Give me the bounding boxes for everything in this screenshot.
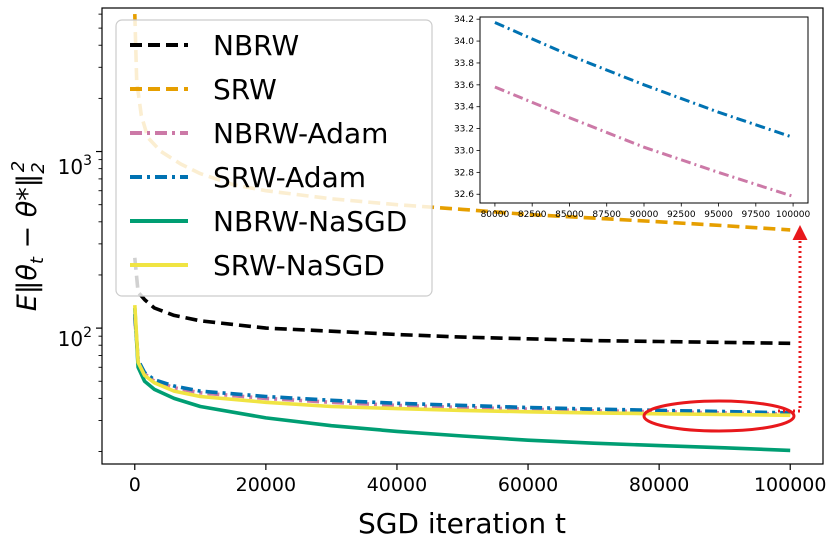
legend-label-nbrw-adam: NBRW-Adam	[213, 117, 388, 150]
x-tick-label-20000: 20000	[236, 474, 296, 496]
legend-label-srw: SRW	[213, 73, 277, 106]
inset-y-tick-label-33-2: 33.2	[454, 125, 474, 135]
legend-label-srw-adam: SRW-Adam	[213, 161, 366, 194]
x-tick-label-0: 0	[129, 474, 141, 496]
inset-series-line-srw-adam	[494, 21, 794, 139]
inset-x-tick-label-80000: 80000	[481, 210, 510, 220]
inset-x-tick-label-90000: 90000	[630, 210, 659, 220]
inset-series-line-nbrw-adam	[494, 85, 794, 198]
series-line-srw-adam	[133, 313, 791, 415]
y-tick-label-1000: 103	[58, 153, 92, 179]
highlight-ellipse	[642, 399, 796, 433]
x-axis-label: SGD iteration t	[358, 507, 566, 540]
series-line-nbrw	[133, 257, 791, 346]
inset-x-tick-label-82500: 82500	[518, 210, 547, 220]
legend-label-nbrw: NBRW	[213, 29, 299, 62]
inset-y-tick-label-33-8: 33.8	[454, 59, 474, 69]
y-tick-label-100: 102	[58, 325, 92, 351]
x-tick-label-100000: 100000	[754, 474, 827, 496]
inset-x-tick-label-95000: 95000	[704, 210, 733, 220]
inset-y-tick-label-33-6: 33.6	[454, 81, 474, 91]
legend: NBRW SRW NBRW-Adam SRW-Adam NBRW-NaSGD SRW-Na…	[115, 19, 433, 297]
x-tick-label-80000: 80000	[629, 474, 689, 496]
x-tick-label-40000: 40000	[367, 474, 427, 496]
series-line-nbrw-nasgd	[133, 307, 791, 453]
legend-label-srw-nasgd: SRW-NaSGD	[213, 249, 385, 282]
inset-y-tick-label-34-2: 34.2	[454, 15, 474, 25]
inset-y-tick-label-32-8: 32.8	[454, 168, 474, 178]
inset-x-tick-label-92500: 92500	[667, 210, 696, 220]
inset-y-tick-label-33-4: 33.4	[454, 103, 474, 113]
x-tick-label-60000: 60000	[498, 474, 558, 496]
inset-x-tick-label-87500: 87500	[592, 210, 621, 220]
inset-y-tick-label-33-0: 33.0	[454, 146, 474, 156]
inset-y-tick-label-32-6: 32.6	[454, 190, 474, 200]
inset-y-tick-label-34-0: 34.0	[454, 37, 474, 47]
inset-x-tick-label-85000: 85000	[555, 210, 584, 220]
y-axis-label: E‖θt − θ*‖22	[8, 161, 49, 311]
main-x-axis: 0 20000 40000 60000 80000 100000	[129, 464, 827, 496]
inset-x-tick-label-97500: 97500	[741, 210, 770, 220]
inset-y-axis: 32.6 32.8 33.0 33.2 33.4 33.6 33.8 34.0 34.2	[454, 15, 480, 200]
highlight-arrow	[778, 225, 808, 413]
inset-plot-frame	[479, 16, 809, 204]
series-line-srw-nasgd	[133, 304, 791, 418]
legend-box	[115, 19, 433, 297]
inset-x-tick-label-100000: 100000	[776, 210, 811, 220]
inset-chart: 80000 82500 85000 87500 90000 92500 95000 97500…	[454, 15, 811, 220]
main-y-axis: 102 103	[58, 13, 102, 452]
inset-x-axis: 80000 82500 85000 87500 90000 92500 95000 97500…	[481, 203, 811, 220]
legend-label-nbrw-nasgd: NBRW-NaSGD	[213, 205, 407, 238]
